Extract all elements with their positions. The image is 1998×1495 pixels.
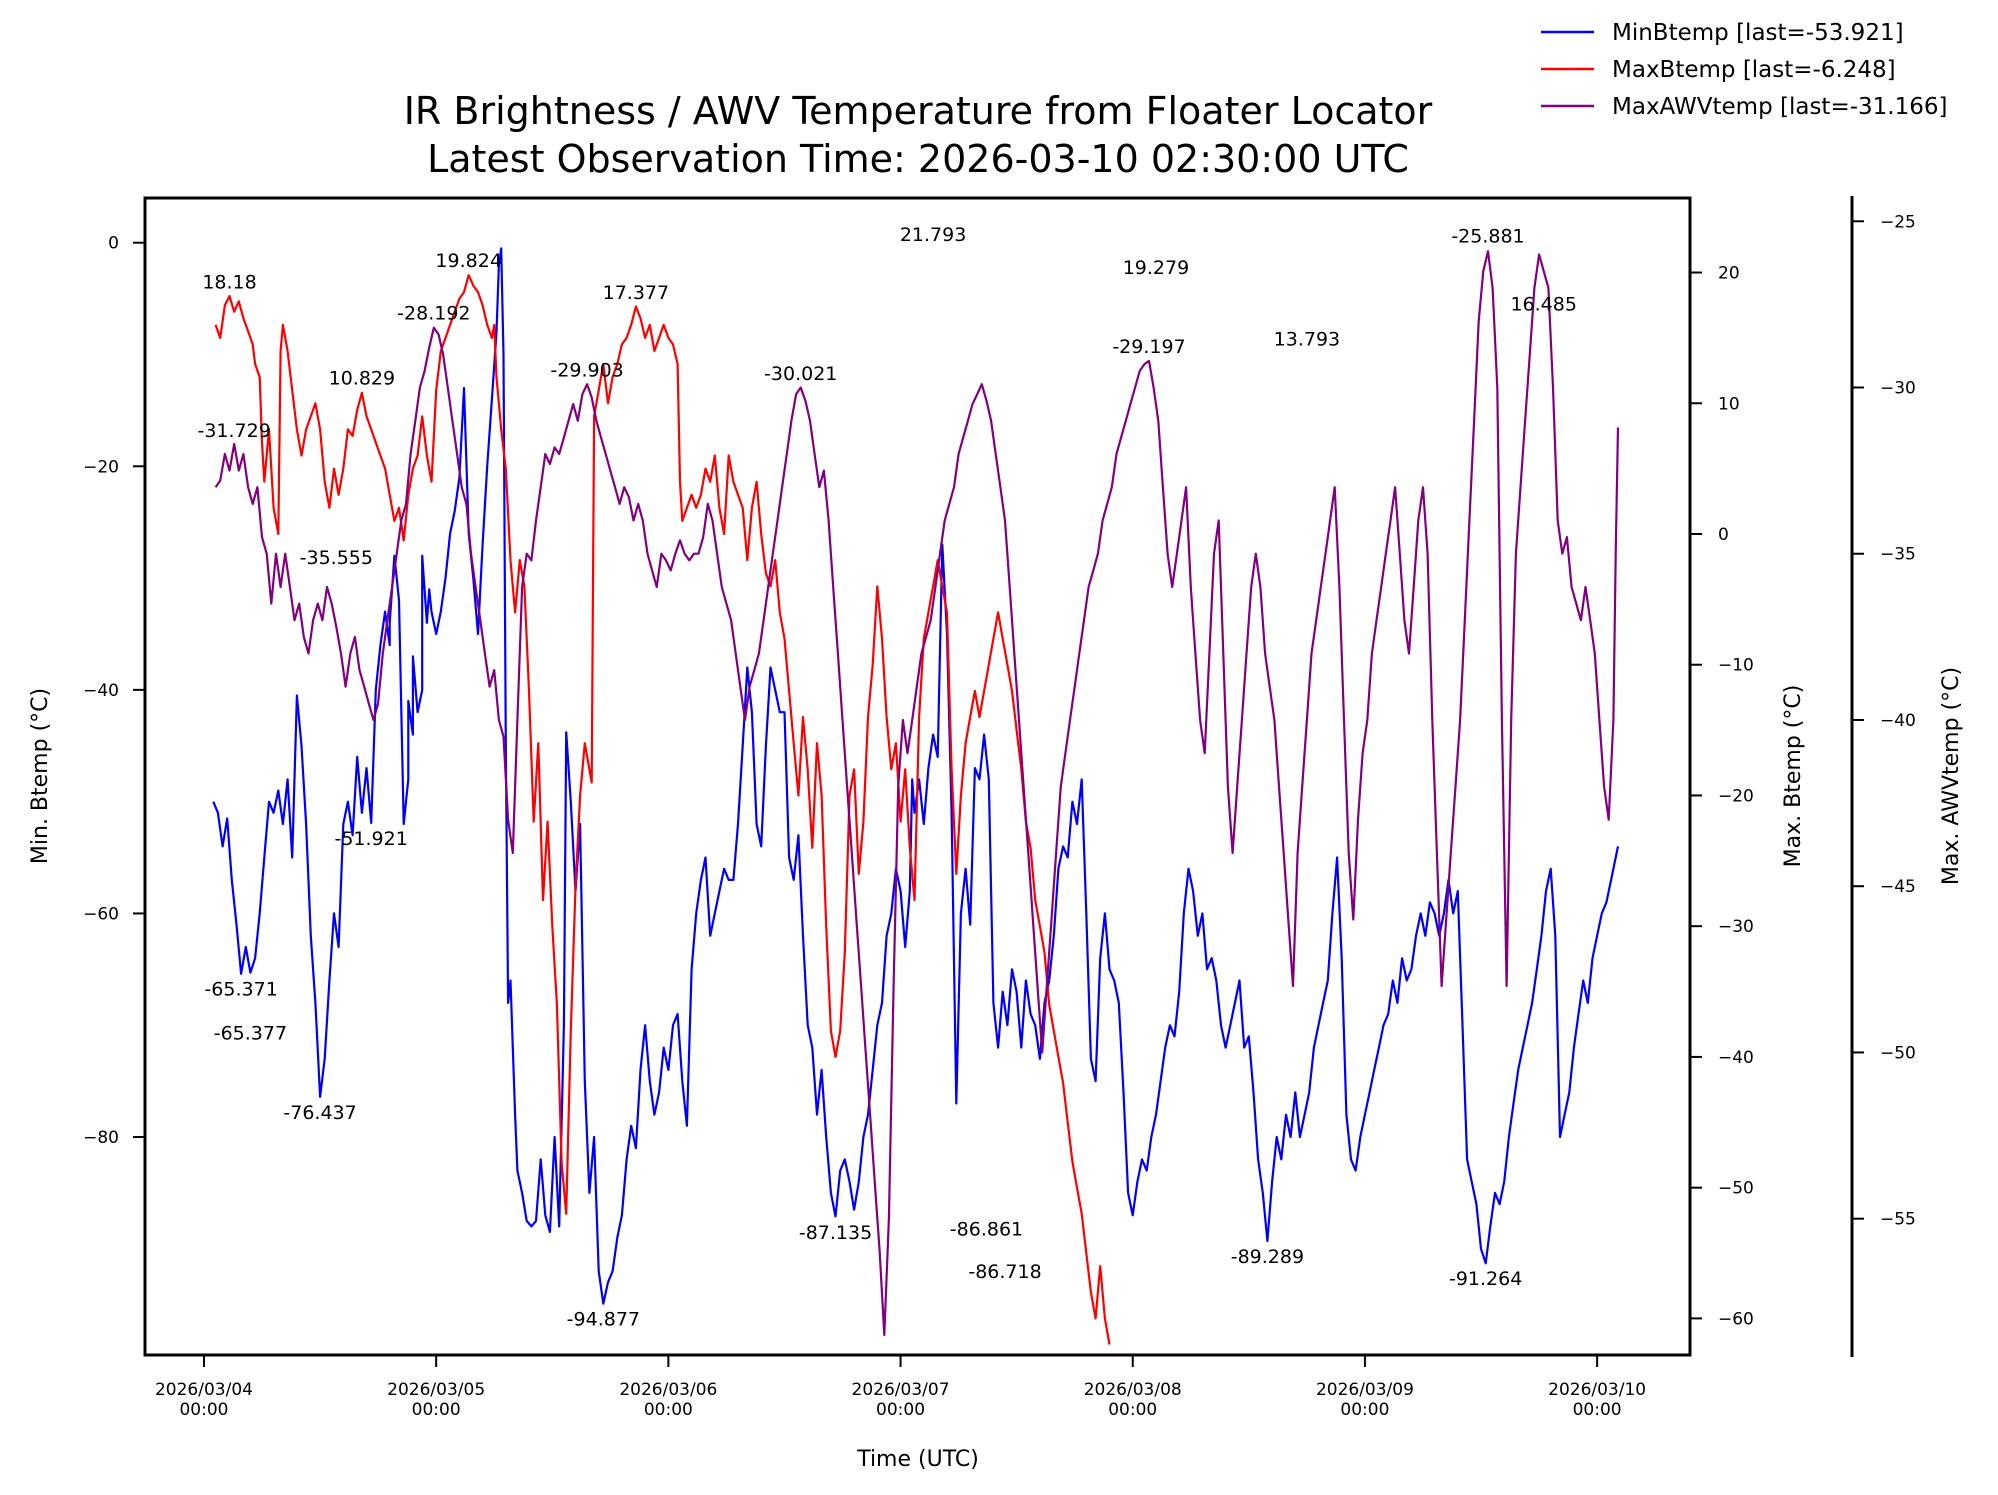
chart-title: IR Brightness / AWV Temperature from Flo…	[404, 89, 1433, 133]
right2-tick-label-4: −45	[1880, 877, 1916, 897]
annotation-18: -51.921	[334, 828, 407, 850]
right1-tick-label-0: 20	[1718, 264, 1740, 284]
annotation-2: 17.377	[603, 282, 669, 304]
right1-tick-label-7: −50	[1718, 1179, 1754, 1199]
series-line-maxbtemp	[214, 274, 1111, 1345]
annotation-0: 18.18	[202, 271, 256, 293]
left-tick-label-3: −60	[83, 904, 119, 924]
x-tick-label-4: 2026/03/08	[1084, 1380, 1182, 1400]
annotation-22: -86.718	[968, 1261, 1041, 1283]
axes-layer: 2026/03/0400:002026/03/0500:002026/03/06…	[83, 212, 1916, 1420]
right2-tick-label-5: −50	[1880, 1043, 1916, 1063]
series-line-maxawvtemp	[214, 250, 1620, 1337]
left-tick-label-4: −80	[83, 1128, 119, 1148]
right2-tick-label-3: −40	[1880, 711, 1916, 731]
annotation-11: -29.903	[550, 359, 623, 381]
right2-tick-label-6: −55	[1880, 1210, 1916, 1230]
legend-label-0: MinBtemp [last=-53.921]	[1612, 20, 1904, 46]
x-tick-label-time-5: 00:00	[1340, 1400, 1389, 1420]
annotation-17: -76.437	[283, 1102, 356, 1124]
right1-tick-label-6: −40	[1718, 1048, 1754, 1068]
right2-tick-label-0: −25	[1880, 212, 1916, 232]
series-layer	[212, 247, 1620, 1345]
annotation-10: -28.192	[397, 302, 470, 324]
y-axis-label-right-max-awvtemp: Max. AWVtemp (°C)	[1939, 667, 1964, 885]
annotation-9: -35.555	[300, 547, 373, 569]
annotation-6: 16.485	[1510, 293, 1576, 315]
legend: MinBtemp [last=-53.921] MaxBtemp [last=-6…	[1541, 20, 1947, 120]
annotation-23: -89.289	[1231, 1246, 1304, 1268]
annotation-21: -86.861	[950, 1219, 1023, 1241]
x-tick-label-time-0: 00:00	[179, 1400, 228, 1420]
annotation-19: -94.877	[567, 1308, 640, 1330]
annotation-20: -87.135	[799, 1222, 872, 1244]
right2-tick-label-1: −30	[1880, 379, 1916, 399]
right2-tick-label-2: −35	[1880, 545, 1916, 565]
y-axis-label-right-max-btemp: Max. Btemp (°C)	[1781, 685, 1806, 868]
annotation-16: -65.377	[214, 1023, 287, 1045]
annotation-14: -25.881	[1451, 226, 1524, 248]
annotation-layer: 18.18 19.824 17.377 21.793 19.279 13.793 16.48…	[197, 224, 1576, 1330]
right1-tick-label-4: −20	[1718, 786, 1754, 806]
right1-tick-label-8: −60	[1718, 1309, 1754, 1329]
annotation-12: -30.021	[764, 363, 837, 385]
x-tick-label-2: 2026/03/06	[619, 1380, 717, 1400]
x-tick-label-time-2: 00:00	[644, 1400, 693, 1420]
annotation-15: -65.371	[204, 978, 277, 1000]
annotation-7: 10.829	[329, 367, 395, 389]
annotation-1: 19.824	[435, 250, 501, 272]
x-tick-label-0: 2026/03/04	[155, 1380, 253, 1400]
x-tick-label-3: 2026/03/07	[852, 1380, 950, 1400]
series-line-minbtemp	[212, 247, 1620, 1305]
x-tick-label-6: 2026/03/10	[1548, 1380, 1646, 1400]
y-axis-label-left: Min. Btemp (°C)	[28, 688, 53, 864]
left-tick-label-1: −20	[83, 457, 119, 477]
x-tick-label-time-4: 00:00	[1108, 1400, 1157, 1420]
annotation-8: -31.729	[197, 420, 270, 442]
right1-tick-label-3: −10	[1718, 656, 1754, 676]
right1-tick-label-1: 10	[1718, 394, 1740, 414]
annotation-4: 19.279	[1123, 257, 1189, 279]
left-tick-label-2: −40	[83, 681, 119, 701]
right1-tick-label-5: −30	[1718, 917, 1754, 937]
x-tick-label-time-6: 00:00	[1573, 1400, 1622, 1420]
annotation-5: 13.793	[1274, 329, 1340, 351]
legend-label-2: MaxAWVtemp [last=-31.166]	[1612, 94, 1947, 120]
right1-tick-label-2: 0	[1718, 525, 1729, 545]
x-tick-label-time-3: 00:00	[876, 1400, 925, 1420]
x-axis-label: Time (UTC)	[856, 1447, 979, 1472]
annotation-3: 21.793	[900, 224, 966, 246]
chart-subtitle: Latest Observation Time: 2026-03-10 02:3…	[427, 137, 1409, 181]
x-tick-label-5: 2026/03/09	[1316, 1380, 1414, 1400]
left-tick-label-0: 0	[108, 234, 119, 254]
annotation-24: -91.264	[1449, 1268, 1522, 1290]
x-tick-label-time-1: 00:00	[412, 1400, 461, 1420]
annotation-13: -29.197	[1112, 336, 1185, 358]
legend-label-1: MaxBtemp [last=-6.248]	[1612, 57, 1896, 83]
x-tick-label-1: 2026/03/05	[387, 1380, 485, 1400]
plot-frame	[143, 196, 1692, 1357]
